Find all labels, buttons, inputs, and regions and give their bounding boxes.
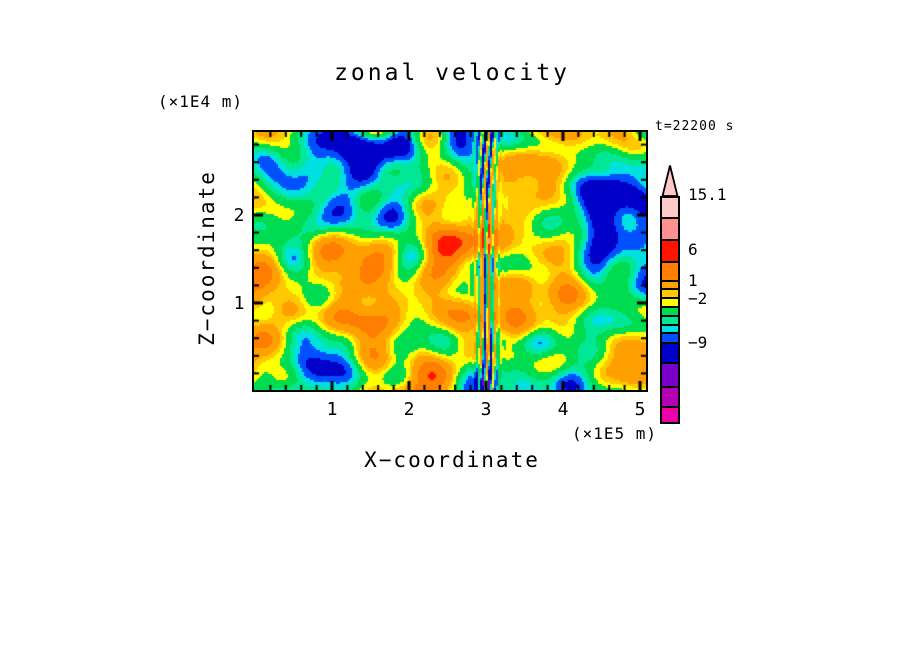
colorbar-segment (662, 290, 678, 299)
colorbar-segment (662, 299, 678, 308)
colorbar-segment (662, 263, 678, 282)
colorbar-segment (662, 388, 678, 408)
y-tick-label-1: 1 (233, 293, 245, 314)
plot-title: zonal velocity (334, 60, 570, 86)
colorbar-arrow-icon (661, 165, 679, 197)
x-tick-label-2: 2 (403, 399, 415, 420)
y-axis-title: Z−coordinate (195, 170, 219, 346)
x-axis-title: X−coordinate (364, 448, 540, 472)
heatmap-canvas (254, 132, 646, 390)
y-axis-units-label: (×1E4 m) (158, 92, 244, 111)
x-tick-label-4: 4 (557, 399, 569, 420)
x-tick-label-1: 1 (326, 399, 338, 420)
colorbar-segment (662, 364, 678, 388)
colorbar-tick-label: 1 (688, 271, 698, 290)
colorbar-segment (662, 282, 678, 290)
colorbar-segment (662, 317, 678, 326)
x-tick-label-3: 3 (480, 399, 492, 420)
colorbar-tick-label: −2 (688, 289, 708, 308)
time-annotation: t=22200 s (655, 119, 735, 134)
x-tick-label-5: 5 (634, 399, 646, 420)
colorbar-segment (662, 219, 678, 241)
colorbar-segment (662, 326, 678, 334)
colorbar (660, 196, 680, 424)
colorbar-segment (662, 241, 678, 263)
colorbar-tick-label: 15.1 (688, 185, 727, 204)
colorbar-segment (662, 334, 678, 344)
x-axis-units-label: (×1E5 m) (571, 424, 657, 443)
colorbar-tick-label: 6 (688, 240, 698, 259)
colorbar-segment (662, 408, 678, 422)
colorbar-segment (662, 198, 678, 219)
plot-area (252, 130, 648, 392)
colorbar-tick-label: −9 (688, 333, 708, 352)
y-tick-label-2: 2 (233, 205, 245, 226)
colorbar-segment (662, 308, 678, 317)
colorbar-segment (662, 344, 678, 364)
